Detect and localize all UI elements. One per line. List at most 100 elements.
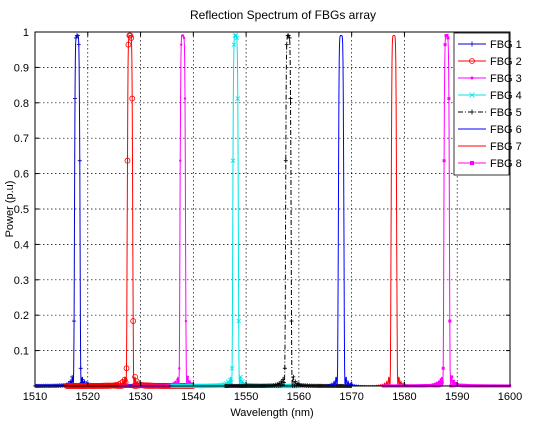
- legend-label-6: FBG 6: [490, 124, 522, 136]
- chart-title: Reflection Spectrum of FBGs array: [190, 8, 376, 22]
- data-point: [181, 34, 185, 37]
- data-point: [434, 382, 438, 386]
- data-point: [238, 374, 243, 380]
- data-point: [288, 96, 293, 101]
- x-tick-label: 1560: [287, 391, 311, 403]
- data-point: [80, 377, 85, 382]
- legend-label-5: FBG 5: [490, 107, 522, 119]
- data-point: [129, 95, 136, 102]
- data-point: [178, 367, 181, 370]
- x-tick-label: 1530: [128, 391, 152, 403]
- data-point: [279, 379, 284, 384]
- data-point: [125, 41, 132, 48]
- data-point: [123, 365, 130, 372]
- data-point: [443, 43, 447, 47]
- x-tick-label: 1580: [392, 391, 416, 403]
- data-point: [182, 36, 186, 40]
- x-tick-label: 1540: [181, 391, 205, 403]
- legend-label-2: FBG 2: [490, 56, 522, 68]
- data-point: [281, 380, 286, 385]
- data-point: [174, 380, 177, 384]
- data-point: [291, 374, 296, 379]
- y-tick-label: 0.3: [14, 275, 29, 287]
- y-tick-label: 0.4: [14, 239, 29, 251]
- data-point: [235, 96, 241, 101]
- data-point: [282, 366, 287, 371]
- data-point: [229, 366, 235, 371]
- data-point: [454, 382, 458, 386]
- axis-ticks: 1510 1520 1530 1540 1550 1560 1570 1580 1590 1600…: [14, 27, 523, 403]
- y-tick-label: 0.7: [14, 133, 29, 145]
- data-point: [179, 159, 182, 162]
- legend-box: [453, 32, 510, 176]
- x-tick-label: 1520: [76, 391, 100, 403]
- data-point: [75, 33, 80, 38]
- legend-label-8: FBG 8: [490, 158, 522, 170]
- legend-marker: [469, 109, 475, 115]
- legend-label-1: FBG 1: [490, 39, 522, 51]
- x-tick-label: 1600: [498, 391, 522, 403]
- x-tick-label: 1510: [23, 391, 47, 403]
- legend: FBG 1 FBG 2 FBG 3 FBG 4 FBG 5 FBG 6 FBG 7 FBG 8: [453, 32, 522, 176]
- legend-marker: [470, 76, 474, 80]
- y-tick-label: 0.5: [14, 204, 29, 216]
- y-axis-label: Power (p.u): [4, 181, 16, 238]
- y-tick-label: 0.6: [14, 169, 29, 181]
- data-point: [124, 157, 131, 164]
- data-point: [233, 33, 239, 38]
- data-point: [176, 378, 179, 381]
- data-point: [287, 35, 292, 40]
- data-point: [70, 374, 75, 379]
- data-point: [73, 96, 78, 101]
- data-point: [293, 379, 298, 384]
- y-tick-label: 0.1: [14, 346, 29, 358]
- data-point: [121, 376, 128, 383]
- data-point: [179, 43, 183, 46]
- data-point: [448, 319, 452, 323]
- data-point: [283, 158, 288, 163]
- data-point: [234, 35, 240, 41]
- data-point: [228, 380, 234, 385]
- legend-marker: [469, 58, 475, 64]
- legend-label-3: FBG 3: [490, 73, 522, 85]
- x-axis-label: Wavelength (nm): [230, 407, 313, 419]
- data-point: [188, 380, 191, 383]
- data-point: [72, 319, 77, 324]
- legend-marker: [470, 161, 474, 165]
- legend-label-7: FBG 7: [490, 141, 522, 153]
- grid-lines: [35, 32, 510, 386]
- legend-marker: [469, 41, 475, 47]
- data-point: [177, 381, 180, 384]
- data-point: [438, 383, 442, 387]
- data-point: [441, 366, 445, 370]
- data-point: [184, 319, 188, 323]
- data-point: [445, 34, 449, 38]
- data-point: [78, 366, 83, 371]
- y-tick-label: 0.2: [14, 310, 29, 322]
- legend-label-4: FBG 4: [490, 90, 522, 102]
- data-point: [439, 378, 443, 382]
- y-tick-label: 1: [23, 27, 29, 39]
- data-point: [183, 97, 187, 100]
- data-point: [186, 375, 190, 379]
- data-point: [230, 158, 236, 163]
- data-point: [446, 36, 450, 40]
- data-point: [231, 42, 237, 47]
- y-tick-label: 0.8: [14, 98, 29, 110]
- x-tick-label: 1570: [339, 391, 363, 403]
- x-tick-label: 1550: [234, 391, 258, 403]
- data-point: [447, 97, 451, 101]
- data-point: [437, 380, 441, 384]
- data-point: [73, 35, 78, 40]
- data-point: [442, 159, 446, 163]
- data-point: [77, 158, 82, 163]
- x-tick-label: 1590: [445, 391, 469, 403]
- data-point: [280, 377, 285, 382]
- data-point: [284, 42, 289, 47]
- data-point: [236, 318, 242, 324]
- data-point: [227, 377, 233, 382]
- data-point: [76, 42, 81, 47]
- legend-marker: [469, 92, 475, 98]
- data-point: [130, 318, 137, 324]
